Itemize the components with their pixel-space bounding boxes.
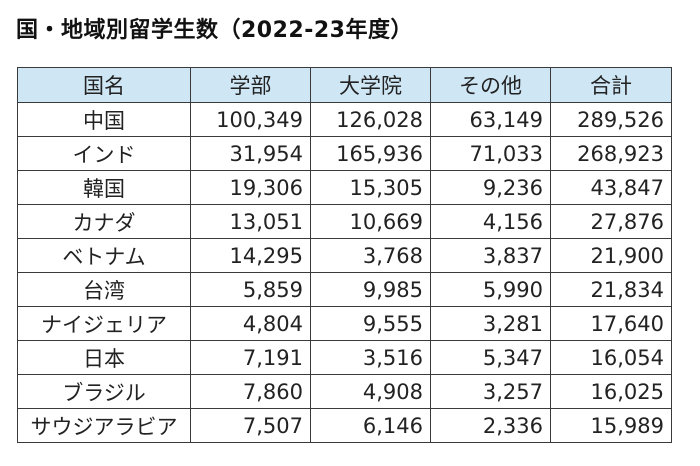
country-name: サウジアラビア — [17, 408, 191, 443]
total-count: 289,526 — [550, 102, 672, 137]
total-count: 15,989 — [550, 408, 672, 443]
total-count: 16,025 — [550, 374, 672, 409]
student-count-table: 国名 学部 大学院 その他 合計 中国 100,349 126,028 63,1… — [17, 67, 672, 443]
total-count: 27,876 — [550, 204, 672, 239]
undergraduate-count: 19,306 — [190, 170, 311, 205]
country-name: カナダ — [17, 204, 191, 239]
table-row: 台湾 5,859 9,985 5,990 21,834 — [17, 272, 672, 307]
undergraduate-count: 7,507 — [190, 408, 311, 443]
header-graduate: 大学院 — [310, 67, 431, 103]
table-row: 日本 7,191 3,516 5,347 16,054 — [17, 340, 672, 375]
undergraduate-count: 13,051 — [190, 204, 311, 239]
country-name: ブラジル — [17, 374, 191, 409]
page-title: 国・地域別留学生数（2022-23年度） — [16, 18, 413, 43]
table-row: 韓国 19,306 15,305 9,236 43,847 — [17, 170, 672, 205]
graduate-count: 10,669 — [310, 204, 431, 239]
other-count: 5,990 — [430, 272, 551, 307]
header-undergraduate: 学部 — [190, 67, 311, 103]
header-row: 国名 学部 大学院 その他 合計 — [17, 67, 672, 103]
total-count: 21,834 — [550, 272, 672, 307]
other-count: 4,156 — [430, 204, 551, 239]
country-name: インド — [17, 136, 191, 171]
header-country: 国名 — [17, 67, 191, 103]
graduate-count: 6,146 — [310, 408, 431, 443]
graduate-count: 9,985 — [310, 272, 431, 307]
table-body: 中国 100,349 126,028 63,149 289,526 インド 31… — [17, 102, 672, 443]
other-count: 3,281 — [430, 306, 551, 341]
undergraduate-count: 4,804 — [190, 306, 311, 341]
total-count: 268,923 — [550, 136, 672, 171]
table-row: ナイジェリア 4,804 9,555 3,281 17,640 — [17, 306, 672, 341]
undergraduate-count: 7,191 — [190, 340, 311, 375]
graduate-count: 3,516 — [310, 340, 431, 375]
total-count: 17,640 — [550, 306, 672, 341]
table-row: ブラジル 7,860 4,908 3,257 16,025 — [17, 374, 672, 409]
total-count: 43,847 — [550, 170, 672, 205]
undergraduate-count: 5,859 — [190, 272, 311, 307]
header-other: その他 — [430, 67, 551, 103]
other-count: 2,336 — [430, 408, 551, 443]
undergraduate-count: 100,349 — [190, 102, 311, 137]
undergraduate-count: 14,295 — [190, 238, 311, 273]
table-row: カナダ 13,051 10,669 4,156 27,876 — [17, 204, 672, 239]
other-count: 5,347 — [430, 340, 551, 375]
undergraduate-count: 7,860 — [190, 374, 311, 409]
country-name: 韓国 — [17, 170, 191, 205]
graduate-count: 126,028 — [310, 102, 431, 137]
graduate-count: 4,908 — [310, 374, 431, 409]
country-name: 日本 — [17, 340, 191, 375]
country-name: 中国 — [17, 102, 191, 137]
total-count: 21,900 — [550, 238, 672, 273]
other-count: 63,149 — [430, 102, 551, 137]
table-row: インド 31,954 165,936 71,033 268,923 — [17, 136, 672, 171]
graduate-count: 15,305 — [310, 170, 431, 205]
graduate-count: 3,768 — [310, 238, 431, 273]
total-count: 16,054 — [550, 340, 672, 375]
table-header: 国名 学部 大学院 その他 合計 — [17, 67, 672, 103]
country-name: ベトナム — [17, 238, 191, 273]
other-count: 71,033 — [430, 136, 551, 171]
other-count: 3,257 — [430, 374, 551, 409]
graduate-count: 9,555 — [310, 306, 431, 341]
table-row: 中国 100,349 126,028 63,149 289,526 — [17, 102, 672, 137]
graduate-count: 165,936 — [310, 136, 431, 171]
undergraduate-count: 31,954 — [190, 136, 311, 171]
country-name: ナイジェリア — [17, 306, 191, 341]
country-name: 台湾 — [17, 272, 191, 307]
table-row: サウジアラビア 7,507 6,146 2,336 15,989 — [17, 408, 672, 443]
header-total: 合計 — [550, 67, 672, 103]
other-count: 3,837 — [430, 238, 551, 273]
table-row: ベトナム 14,295 3,768 3,837 21,900 — [17, 238, 672, 273]
other-count: 9,236 — [430, 170, 551, 205]
